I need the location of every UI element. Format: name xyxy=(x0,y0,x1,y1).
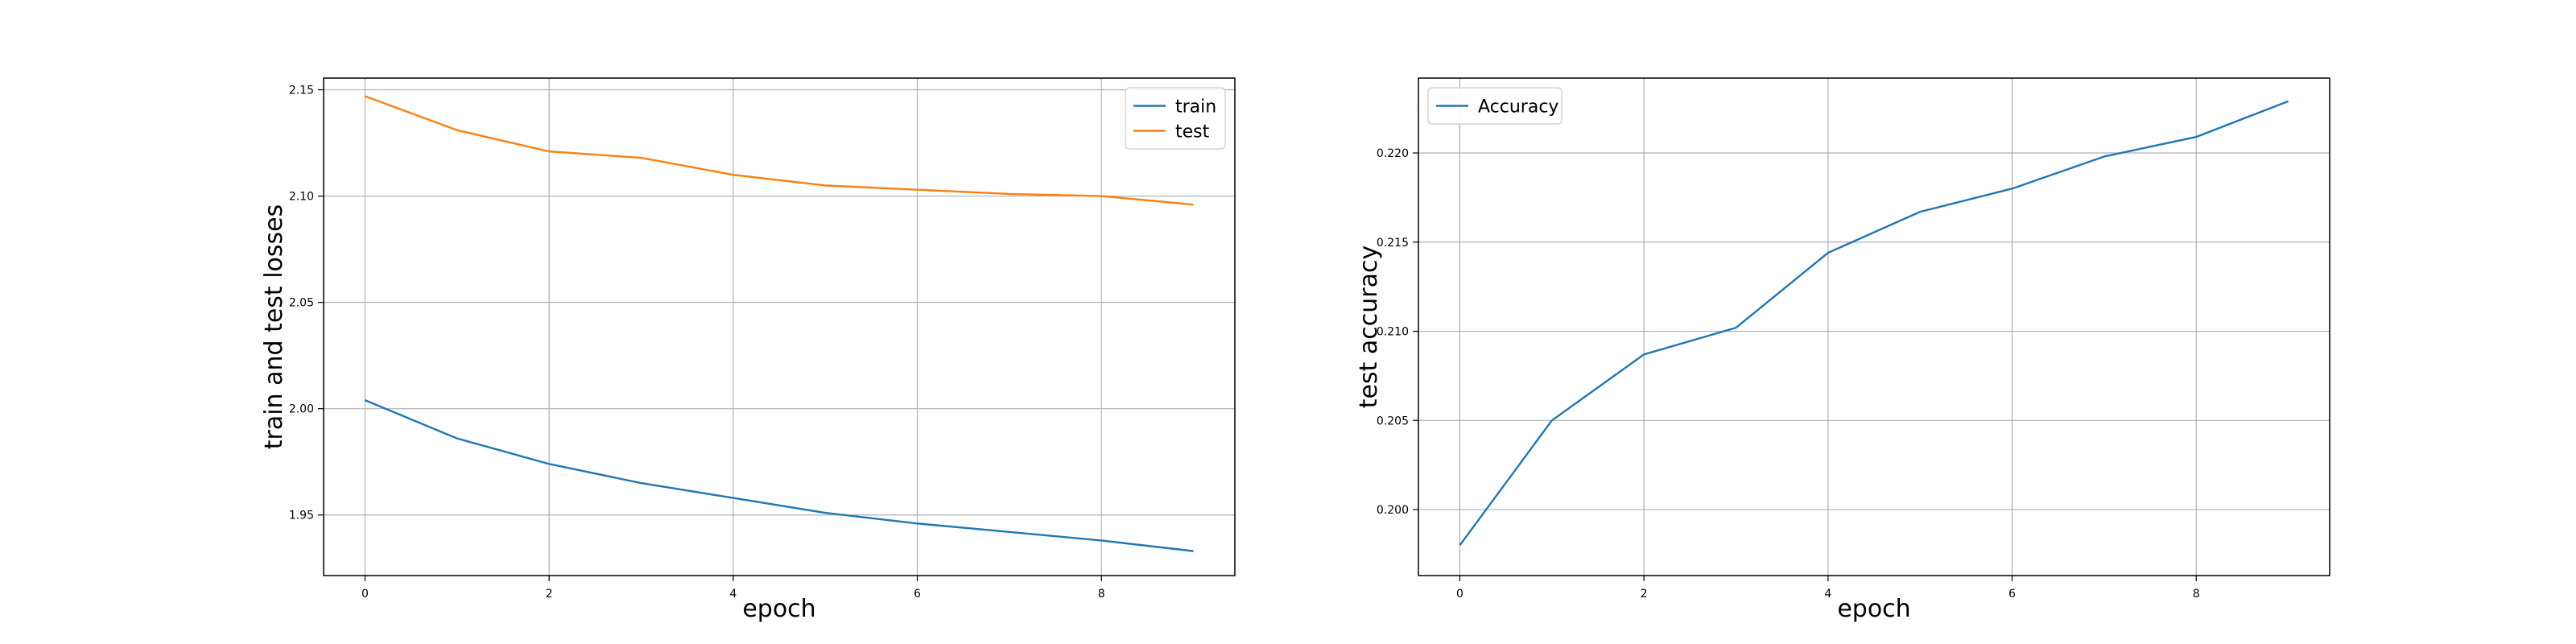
accuracy-chart-x-axis-label: epoch xyxy=(1837,595,1910,623)
loss-chart-y-tick-label: 2.05 xyxy=(289,297,314,310)
accuracy-chart-accuracy-line xyxy=(1459,100,2289,547)
accuracy-chart-x-tick-label: 6 xyxy=(2008,588,2016,601)
accuracy-chart-legend-label: Accuracy xyxy=(1478,97,1558,118)
accuracy-chart-y-tick-label: 0.220 xyxy=(1377,147,1409,160)
accuracy-chart-x-tick-label: 0 xyxy=(1456,588,1463,601)
loss-chart-y-tick-label: 2.10 xyxy=(289,191,314,204)
loss-chart-train-line xyxy=(364,399,1194,552)
loss-chart-y-tick-label: 1.95 xyxy=(289,510,314,522)
loss-chart-test-line xyxy=(365,95,1194,206)
accuracy-chart-legend: Accuracy xyxy=(1427,87,1563,125)
loss-chart-x-tick-label: 6 xyxy=(914,588,921,601)
loss-chart-y-tick-label: 2.00 xyxy=(289,403,314,416)
accuracy-chart-x-tick-label: 2 xyxy=(1641,588,1648,601)
loss-chart-x-tick-label: 4 xyxy=(729,588,737,601)
loss-chart-x-tick-label: 0 xyxy=(361,588,369,601)
loss-chart-legend-label: train xyxy=(1175,97,1216,118)
accuracy-chart-x-tick-label: 4 xyxy=(1824,588,1831,601)
loss-chart-frame xyxy=(323,77,1236,576)
loss-chart-legend-box xyxy=(1125,87,1226,150)
loss-chart-legend-label: test xyxy=(1175,122,1210,142)
accuracy-chart-y-tick-label: 0.205 xyxy=(1377,415,1409,427)
loss-chart-x-tick-label: 2 xyxy=(546,588,553,601)
loss-chart: 0 2 4 6 8 1.95 2.00 2.05 2.10 2.15 epoch train an… xyxy=(260,77,1236,623)
accuracy-chart: 0 2 4 6 8 0.200 0.205 0.210 0.215 0.220 epoch tes… xyxy=(1355,77,2330,623)
loss-chart-legend: train test xyxy=(1125,87,1226,150)
accuracy-chart-y-tick-label: 0.210 xyxy=(1377,326,1409,339)
accuracy-chart-legend-box xyxy=(1427,87,1563,125)
accuracy-chart-frame xyxy=(1418,77,2330,576)
accuracy-chart-y-tick-label: 0.215 xyxy=(1377,237,1409,250)
accuracy-chart-y-tick-label: 0.200 xyxy=(1377,504,1409,517)
loss-chart-y-axis-label: train and test losses xyxy=(260,204,288,450)
loss-chart-x-tick-label: 8 xyxy=(1098,588,1105,601)
loss-chart-x-axis-label: epoch xyxy=(742,595,815,623)
accuracy-chart-y-axis-label: test accuracy xyxy=(1355,246,1383,409)
accuracy-chart-x-tick-label: 8 xyxy=(2193,588,2200,601)
loss-chart-y-tick-label: 2.15 xyxy=(289,85,314,97)
